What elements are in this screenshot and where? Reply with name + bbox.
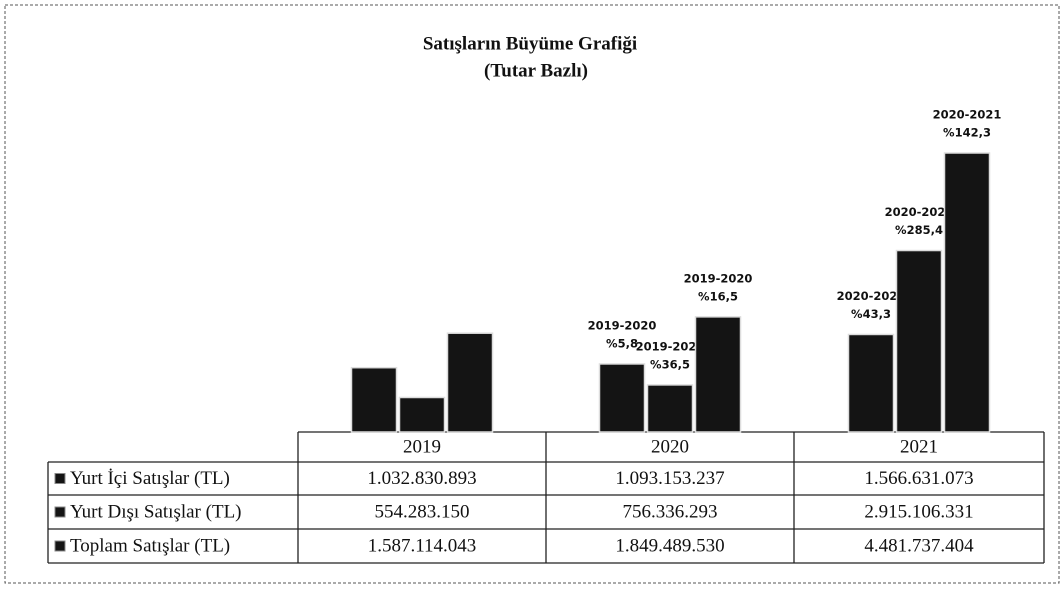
table-value: 554.283.150 <box>375 501 470 522</box>
growth-period: 2020-2021 <box>933 108 1002 122</box>
growth-period: 2019-2020 <box>588 318 657 332</box>
bar <box>398 396 446 433</box>
legend-label: Toplam Satışlar (TL) <box>70 535 230 556</box>
growth-rate: %16,5 <box>698 289 738 303</box>
x-tick-label: 2021 <box>900 436 938 457</box>
table-value: 1.093.153.237 <box>615 468 724 489</box>
table-value: 1.566.631.073 <box>864 468 973 489</box>
legend-marker <box>54 540 66 552</box>
growth-rate: %43,3 <box>851 307 891 321</box>
table-value: 1.032.830.893 <box>367 468 476 489</box>
growth-rate: %285,4 <box>895 223 943 237</box>
growth-period: 2019-2020 <box>636 339 705 353</box>
legend-label: Yurt İçi Satışlar (TL) <box>70 468 230 489</box>
growth-period: 2020-2021 <box>885 205 954 219</box>
table-value: 1.849.489.530 <box>615 535 724 556</box>
table-value: 1.587.114.043 <box>368 535 477 556</box>
growth-rate: %5,8 <box>606 336 638 350</box>
legend-label: Yurt Dışı Satışlar (TL) <box>70 501 242 522</box>
bar <box>847 333 895 433</box>
table-value: 2.915.106.331 <box>864 501 973 522</box>
table-value: 4.481.737.404 <box>864 535 974 556</box>
bar <box>598 363 646 433</box>
chart-subtitle: (Tutar Bazlı) <box>484 60 588 81</box>
bar <box>943 152 991 433</box>
x-tick-label: 2020 <box>651 436 689 457</box>
growth-rate: %36,5 <box>650 357 690 371</box>
legend-marker <box>54 506 66 518</box>
chart-title: Satışların Büyüme Grafiği <box>423 33 637 54</box>
bar <box>446 332 494 433</box>
bar <box>350 366 398 433</box>
growth-period: 2020-2021 <box>837 289 906 303</box>
bar <box>895 249 943 433</box>
bar <box>646 384 694 433</box>
growth-period: 2019-2020 <box>684 271 753 285</box>
table-value: 756.336.293 <box>623 501 718 522</box>
growth-rate: %142,3 <box>943 126 991 140</box>
frame <box>4 4 1060 584</box>
legend-marker <box>54 473 66 484</box>
x-tick-label: 2019 <box>403 436 441 457</box>
bar <box>694 316 742 433</box>
